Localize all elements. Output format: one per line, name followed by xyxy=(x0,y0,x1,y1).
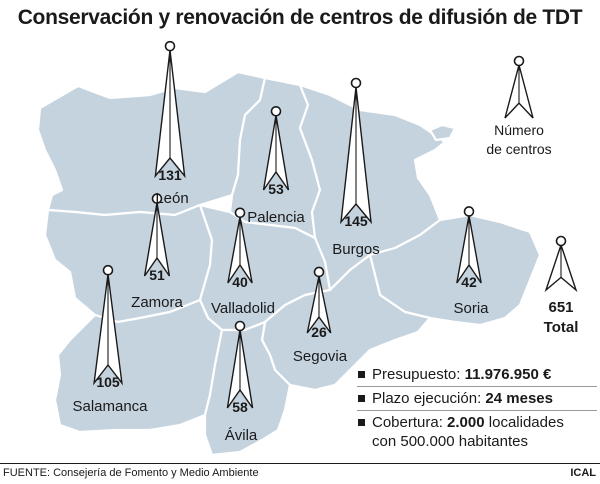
tower-antenna xyxy=(313,266,325,278)
center-count: 42 xyxy=(461,274,477,290)
tower-valladolid-icon: 40 xyxy=(227,207,253,290)
legend: Número de centros xyxy=(486,55,552,157)
map-canvas: 131 53 145 51 40 42 26 105 58 León Palencia Burgos… xyxy=(36,40,579,457)
total-tower-shape xyxy=(544,235,578,293)
brand-credit: ICAL xyxy=(570,467,596,479)
province-label-valladolid: Valladolid xyxy=(211,300,275,317)
province-label-palencia: Palencia xyxy=(247,209,305,226)
tower-antenna xyxy=(270,105,282,117)
total-marker: 651 Total xyxy=(544,235,579,336)
tower-antenna xyxy=(234,207,246,219)
coverage-label: Cobertura: xyxy=(372,414,443,431)
center-count: 145 xyxy=(344,213,368,229)
total-label: Total xyxy=(544,319,579,336)
tower-segovia-icon: 26 xyxy=(306,266,332,340)
center-count: 58 xyxy=(232,399,248,415)
towers-layer: 131 53 145 51 40 42 26 105 58 xyxy=(93,40,482,415)
center-count: 53 xyxy=(268,181,284,197)
legend-tower-shape xyxy=(504,55,534,119)
legend-line2: de centros xyxy=(486,141,551,157)
bullet-icon xyxy=(358,419,365,426)
tower-burgos-icon: 145 xyxy=(340,77,372,229)
center-count: 26 xyxy=(311,324,327,340)
tower-palencia-icon: 53 xyxy=(262,105,290,197)
province-label-segovia: Segovia xyxy=(293,348,348,365)
term-label: Plazo ejecución: xyxy=(372,390,482,407)
coverage-rest: localidades xyxy=(488,414,564,431)
source-credit: FUENTE: Consejería de Fomento y Medio Am… xyxy=(3,467,259,479)
province-soria xyxy=(368,213,542,327)
total-value: 651 xyxy=(548,299,573,316)
info-box: Presupuesto: 11.976.950 € Plazo ejecució… xyxy=(357,363,597,453)
coverage-line2: con 500.000 habitantes xyxy=(372,433,528,450)
provinces-layer xyxy=(36,70,542,457)
tower-antenna xyxy=(513,55,525,67)
total-tower-icon xyxy=(544,235,578,293)
center-count: 105 xyxy=(96,374,120,390)
tower-antenna xyxy=(164,40,176,52)
footer: FUENTE: Consejería de Fomento y Medio Am… xyxy=(0,463,600,484)
tower-zamora-icon: 51 xyxy=(143,193,171,283)
legend-tower-icon xyxy=(504,55,534,119)
tower-antenna xyxy=(350,77,362,89)
tower-antenna xyxy=(102,264,114,276)
tower-antenna xyxy=(151,193,163,204)
bullet-icon xyxy=(358,371,365,378)
map-title: Conservación y renovación de centros de … xyxy=(17,6,583,29)
province-label-avila: Ávila xyxy=(225,427,258,444)
term-value: 24 meses xyxy=(485,390,553,407)
province-label-leon: León xyxy=(155,190,188,207)
center-count: 131 xyxy=(158,167,182,183)
province-leon xyxy=(36,70,267,217)
info-budget: Presupuesto: 11.976.950 € xyxy=(357,363,597,387)
info-term: Plazo ejecución: 24 meses xyxy=(357,387,597,411)
province-label-zamora: Zamora xyxy=(131,294,183,311)
center-count: 40 xyxy=(232,274,248,290)
province-labels-layer: León Palencia Burgos Zamora Valladolid Soria S… xyxy=(72,190,489,444)
tower-salamanca-icon: 105 xyxy=(93,264,123,390)
coverage-value: 2.000 xyxy=(447,414,485,431)
tower-leon-icon: 131 xyxy=(154,40,186,183)
tower-antenna xyxy=(555,235,567,247)
province-label-salamanca: Salamanca xyxy=(72,398,148,415)
info-coverage: Cobertura: 2.000 localidades con 500.000… xyxy=(357,411,597,453)
province-burgos-enclave xyxy=(428,123,457,142)
center-count: 51 xyxy=(149,267,165,283)
tower-antenna xyxy=(234,320,246,332)
budget-value: 11.976.950 € xyxy=(464,366,552,383)
province-label-soria: Soria xyxy=(453,300,489,317)
province-label-burgos: Burgos xyxy=(332,241,380,258)
bullet-icon xyxy=(358,395,365,402)
legend-line1: Número xyxy=(494,122,544,138)
budget-label: Presupuesto: xyxy=(372,366,461,383)
tower-soria-icon: 42 xyxy=(456,206,482,290)
tower-antenna xyxy=(463,206,475,217)
tower-avila-icon: 58 xyxy=(226,320,254,415)
